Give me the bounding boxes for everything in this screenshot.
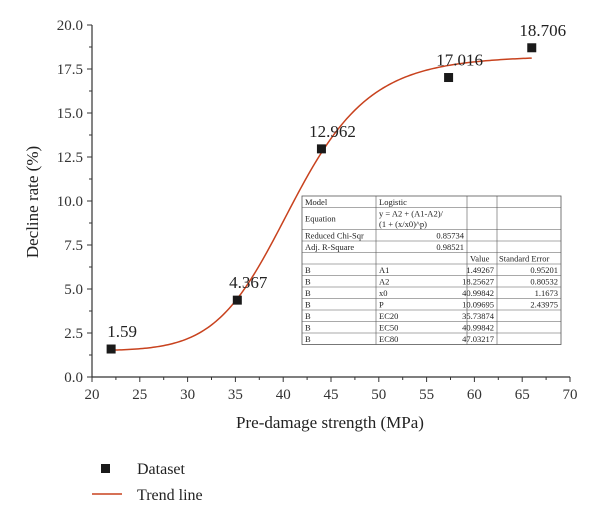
x-tick-label: 55 <box>419 387 434 403</box>
fit-table-row-error: 0.95201 <box>530 265 558 275</box>
fit-table-row-param: A2 <box>379 277 389 287</box>
fit-table-row-param: x0 <box>379 288 388 298</box>
data-point <box>232 295 242 305</box>
fit-table-model-label: Model <box>305 197 328 207</box>
fit-table-row-b: B <box>305 323 311 333</box>
legend-label-dataset: Dataset <box>137 461 186 478</box>
legend: Dataset Trend line <box>92 461 203 504</box>
y-tick-label: 2.5 <box>64 326 83 342</box>
y-axis-label: Decline rate (%) <box>23 146 42 258</box>
fit-table-row-value: 40.99842 <box>462 288 494 298</box>
fit-table-adjr-value: 0.98521 <box>436 242 464 252</box>
data-label: 4.367 <box>229 273 268 292</box>
y-tick-label: 17.5 <box>57 62 83 78</box>
y-tick-label: 10.0 <box>57 194 83 210</box>
fit-table-row-value: 1.49267 <box>466 265 494 275</box>
fit-table-row-value: 35.73874 <box>462 311 495 321</box>
data-point <box>106 344 116 354</box>
data-point <box>316 144 326 154</box>
fit-table-value-header: Value <box>470 254 490 264</box>
x-tick-label: 35 <box>228 387 243 403</box>
fit-table-row-b: B <box>305 311 311 321</box>
fit-table-row-b: B <box>305 334 311 344</box>
x-tick-label: 65 <box>515 387 530 403</box>
fit-table-row-value: 47.03217 <box>462 334 494 344</box>
data-point <box>527 43 537 53</box>
data-label: 18.706 <box>519 21 566 40</box>
ticks: 20 25 30 35 40 45 50 55 60 65 70 0.0 2.5 5.0 7.5 10.0 12… <box>57 18 578 403</box>
fit-table-row-error: 0.80532 <box>530 277 558 287</box>
y-tick-label: 7.5 <box>64 238 83 254</box>
fit-table-row-value: 18.25627 <box>462 277 494 287</box>
legend-label-trend: Trend line <box>137 487 203 504</box>
data-label: 17.016 <box>436 51 483 70</box>
data-points: 1.59 4.367 12.962 17.016 18.706 <box>106 21 566 354</box>
fit-table-row-param: P <box>379 300 384 310</box>
x-tick-label: 70 <box>563 387 578 403</box>
fit-table: Model Logistic Equation y = A2 + (A1-A2)/(1… <box>301 195 562 345</box>
fit-table-row-param: EC20 <box>379 311 398 321</box>
fit-table-row-param: EC80 <box>379 334 398 344</box>
fit-table-adjr-label: Adj. R-Square <box>305 242 354 252</box>
fit-table-row-error: 1.1673 <box>535 288 558 298</box>
y-tick-label: 15.0 <box>57 106 83 122</box>
fit-table-row-value: 40.99842 <box>462 323 494 333</box>
fit-table-chisq-label: Reduced Chi-Sqr <box>305 231 364 241</box>
x-tick-label: 50 <box>371 387 386 403</box>
x-axis-label: Pre-damage strength (MPa) <box>236 413 424 432</box>
fit-table-row-error: 2.43975 <box>530 300 558 310</box>
fit-table-row-param: A1 <box>379 265 389 275</box>
fit-table-error-header: Standard Error <box>499 254 549 264</box>
fit-table-row-value: 10.09695 <box>462 300 494 310</box>
x-tick-label: 30 <box>180 387 195 403</box>
fit-table-equation-label: Equation <box>305 214 336 224</box>
fit-table-model-value: Logistic <box>379 197 407 207</box>
fit-table-equation-line: y = A2 + (A1-A2)/ <box>379 209 444 219</box>
x-tick-label: 45 <box>324 387 339 403</box>
x-tick-label: 40 <box>276 387 291 403</box>
fit-table-equation-line: (1 + (x/x0)^p) <box>379 219 427 229</box>
fit-table-row-b: B <box>305 300 311 310</box>
data-label: 1.59 <box>107 322 137 341</box>
y-tick-label: 0.0 <box>64 370 83 386</box>
fit-table-row-b: B <box>305 265 311 275</box>
fit-table-frame <box>301 195 562 345</box>
data-point <box>444 73 454 83</box>
x-tick-label: 25 <box>132 387 147 403</box>
data-label: 12.962 <box>309 122 356 141</box>
fit-table-chisq-value: 0.85734 <box>436 231 464 241</box>
fit-table-row-b: B <box>305 288 311 298</box>
y-tick-label: 20.0 <box>57 18 83 34</box>
fit-table-row-param: EC50 <box>379 323 398 333</box>
x-tick-label: 20 <box>85 387 100 403</box>
x-tick-label: 60 <box>467 387 482 403</box>
y-tick-label: 12.5 <box>57 150 83 166</box>
legend-marker-dataset <box>101 464 110 473</box>
fit-table-row-b: B <box>305 277 311 287</box>
y-tick-label: 5.0 <box>64 282 83 298</box>
